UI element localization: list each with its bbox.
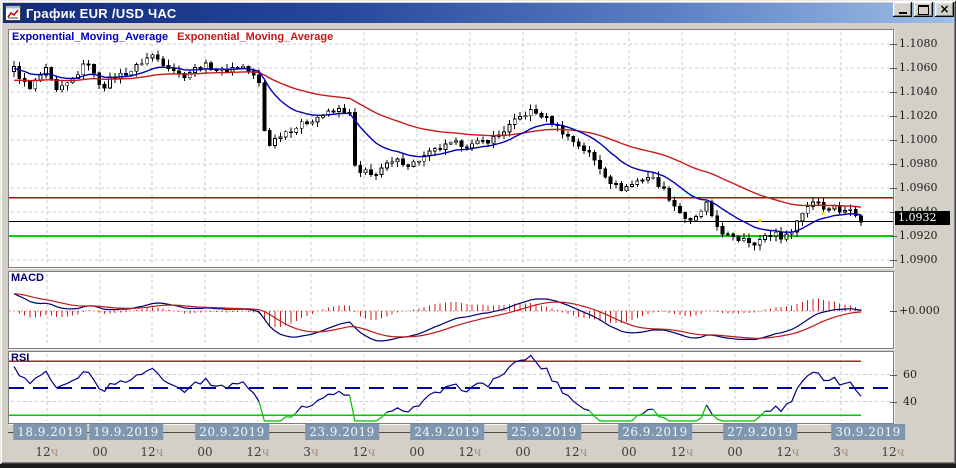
price-tick-label: 1.0980 — [899, 157, 938, 170]
price-tick-mark — [890, 236, 897, 237]
date-badge: 26.9.2019 — [618, 424, 692, 440]
window-title: График EUR /USD ЧАС — [26, 5, 177, 21]
time-label: 12ч — [140, 445, 164, 459]
rsi-tick-label: 60 — [903, 367, 917, 381]
time-label: 12ч — [881, 445, 905, 459]
rsi-label: RSI — [11, 352, 30, 364]
close-icon: × — [939, 2, 950, 16]
indicator-legend: Exponential_Moving_Average Exponential_M… — [12, 31, 339, 43]
price-tick-label: 1.1020 — [899, 109, 938, 122]
time-label: 00 — [727, 445, 743, 459]
time-label: 00 — [197, 445, 213, 459]
date-badge: 27.9.2019 — [723, 424, 797, 440]
price-tick-mark — [890, 212, 897, 213]
window-titlebar[interactable]: График EUR /USD ЧАС — [3, 3, 953, 23]
current-price-flag: 1.0932 — [895, 211, 950, 225]
price-tick-mark — [890, 164, 897, 165]
time-label: 00 — [515, 445, 531, 459]
time-label: 12ч — [352, 445, 376, 459]
time-label: 00 — [621, 445, 637, 459]
price-tick-label: 1.0920 — [899, 229, 938, 242]
close-button[interactable]: × — [935, 2, 954, 17]
price-tick-mark — [890, 188, 897, 189]
price-chart-panel[interactable]: Exponential_Moving_Average Exponential_M… — [8, 29, 894, 268]
price-tick-label: 1.0960 — [899, 181, 938, 194]
time-label: 12ч — [564, 445, 588, 459]
time-label: 12ч — [246, 445, 270, 459]
date-badge: 24.9.2019 — [410, 424, 484, 440]
date-badge: 19.9.2019 — [89, 424, 163, 440]
date-badge: 18.9.2019 — [13, 424, 87, 440]
macd-label: MACD — [11, 272, 44, 284]
minimize-button[interactable] — [893, 2, 912, 17]
price-tick-label: 1.0900 — [899, 253, 938, 266]
macd-panel[interactable]: MACD — [8, 271, 894, 349]
price-tick-label: 1.1060 — [899, 61, 938, 74]
price-tick-mark — [890, 68, 897, 69]
maximize-icon — [918, 4, 929, 15]
price-tick-mark — [890, 44, 897, 45]
ema-slow-label: Exponential_Moving_Average — [177, 31, 334, 43]
ema-fast-label: Exponential_Moving_Average — [12, 31, 169, 43]
price-chart-plot[interactable] — [9, 30, 893, 267]
price-tick-mark — [890, 92, 897, 93]
maximize-button[interactable] — [914, 2, 933, 17]
price-tick-label: 1.1040 — [899, 85, 938, 98]
minimize-icon — [898, 12, 907, 14]
macd-zero-label: +0.000 — [899, 304, 940, 317]
time-label: 12ч — [670, 445, 694, 459]
rsi-tick-mark — [890, 374, 897, 376]
rsi-plot[interactable] — [9, 352, 893, 423]
price-tick-label: 1.1000 — [899, 133, 938, 146]
time-label: 3ч — [303, 445, 319, 459]
time-label: 12ч — [458, 445, 482, 459]
macd-zero-tick — [890, 311, 897, 312]
time-label: 00 — [409, 445, 425, 459]
time-label: 12ч — [776, 445, 800, 459]
window-controls: × — [893, 2, 954, 17]
time-label: 00 — [92, 445, 108, 459]
time-label: 3ч — [833, 445, 849, 459]
price-tick-mark — [890, 116, 897, 117]
rsi-tick-label: 40 — [903, 394, 917, 408]
date-badge: 25.9.2019 — [507, 424, 581, 440]
date-badge: 30.9.2019 — [831, 424, 905, 440]
date-badge: 23.9.2019 — [305, 424, 379, 440]
rsi-tick-mark — [890, 401, 897, 403]
price-tick-label: 1.1080 — [899, 37, 938, 50]
price-tick-mark — [890, 260, 897, 261]
price-tick-mark — [890, 140, 897, 141]
date-badge: 20.9.2019 — [195, 424, 269, 440]
app-icon — [5, 5, 21, 21]
macd-plot[interactable] — [9, 272, 893, 348]
time-label: 12ч — [35, 445, 59, 459]
rsi-panel[interactable]: RSI — [8, 351, 894, 424]
